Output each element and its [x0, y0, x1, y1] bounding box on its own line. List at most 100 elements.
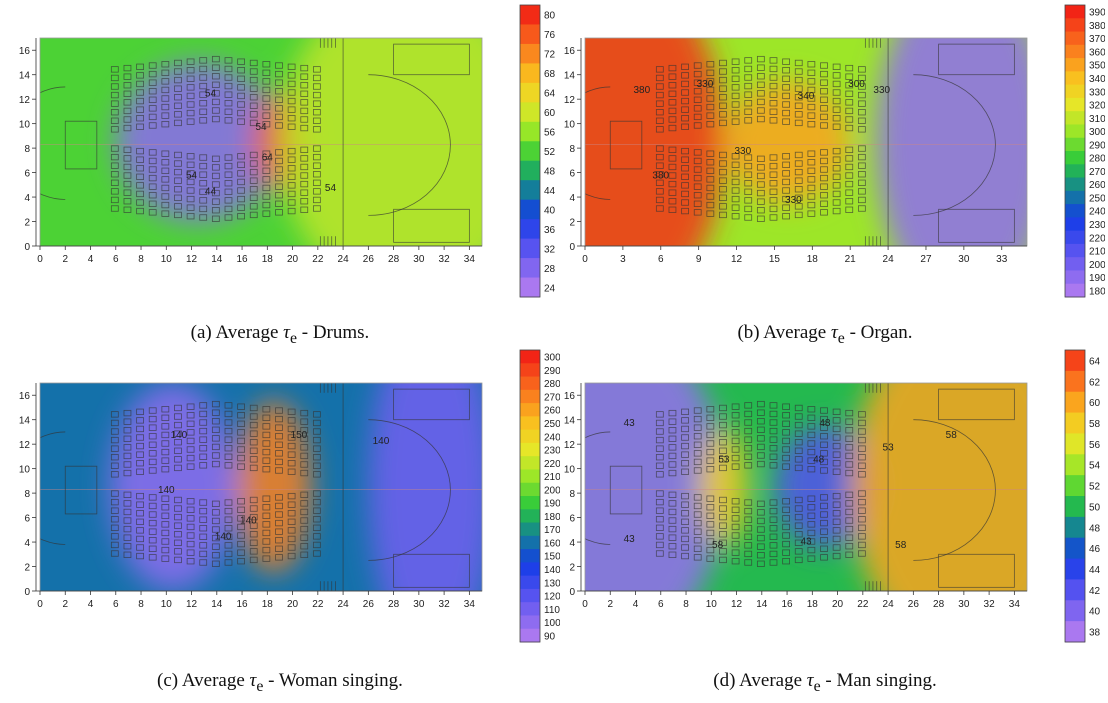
x-tick-label: 8 — [138, 599, 144, 610]
x-tick-label: 16 — [236, 254, 248, 265]
color-scale-label: 40 — [1089, 607, 1101, 618]
x-tick-label: 32 — [439, 254, 451, 265]
y-tick-label: 4 — [569, 538, 575, 549]
color-scale-band — [1065, 243, 1085, 258]
color-scale-label: 62 — [1089, 377, 1101, 388]
contour-label: 330 — [873, 85, 890, 96]
x-tick-label: 28 — [388, 254, 400, 265]
caption-drums: (a) Average τe - Drums. — [190, 322, 370, 347]
x-tick-label: 26 — [908, 599, 920, 610]
x-tick-label: 4 — [633, 599, 639, 610]
color-scale-label: 290 — [1089, 140, 1105, 151]
y-tick-label: 6 — [24, 514, 30, 525]
x-tick-label: 12 — [731, 254, 743, 265]
axes: 0 2 4 6 8 10 12 14 16 18 20 22 24 26 28 30 32 34024681012… — [19, 38, 482, 265]
y-tick-label: 10 — [19, 120, 31, 131]
color-scale-label: 140 — [544, 565, 560, 576]
x-tick-label: 6 — [113, 254, 119, 265]
chart-panel-organ: 380 330 340 300 330 330 380 330 0 3 6 9 12 15 18 21 24 27… — [545, 0, 1106, 310]
contour-label: 58 — [946, 430, 958, 441]
heatmap-region — [585, 38, 724, 246]
contour-label: 300 — [848, 79, 865, 90]
heatmap-region — [875, 38, 1027, 246]
color-scale-band — [520, 180, 540, 201]
contour-label: 48 — [813, 455, 825, 466]
x-tick-label: 30 — [958, 254, 970, 265]
color-scale-band — [520, 141, 540, 162]
color-scale-band — [1065, 475, 1085, 497]
x-tick-label: 12 — [731, 599, 743, 610]
y-tick-label: 8 — [24, 144, 30, 155]
x-tick-label: 24 — [338, 254, 350, 265]
color-scale-band — [520, 535, 540, 550]
heatmap-region — [279, 38, 482, 246]
x-tick-label: 24 — [883, 254, 895, 265]
contour-label: 150 — [291, 430, 308, 441]
floor-plan — [585, 38, 1027, 246]
color-scale-band — [1065, 350, 1085, 372]
contour-label: 380 — [633, 85, 650, 96]
x-tick-label: 20 — [287, 254, 299, 265]
y-tick-label: 16 — [564, 46, 576, 57]
color-scale-band — [520, 102, 540, 123]
x-tick-label: 34 — [464, 599, 476, 610]
y-tick-label: 2 — [569, 563, 575, 574]
color-scale-label: 28 — [544, 264, 556, 275]
x-tick-label: 2 — [62, 254, 68, 265]
color-scale-label: 72 — [544, 50, 556, 61]
contour-label: 54 — [325, 183, 337, 194]
chart-panel-drums: 54 54 64 54 44 54 0 2 4 6 8 10 12 14 16 18 20 22 24 26 28 30 3… — [0, 0, 560, 310]
color-scale-label: 60 — [544, 108, 556, 119]
contour-label: 140 — [215, 532, 232, 543]
color-scale-band — [1065, 204, 1085, 218]
color-scale-label: 240 — [544, 432, 560, 443]
x-tick-label: 16 — [236, 599, 248, 610]
contour-label: 64 — [262, 152, 274, 163]
color-scale-label: 390 — [1089, 8, 1105, 19]
color-scale-band — [1065, 412, 1085, 434]
color-scale-label: 56 — [544, 128, 556, 139]
color-scale-band — [1065, 270, 1085, 285]
x-tick-label: 18 — [807, 254, 819, 265]
y-tick-label: 4 — [569, 193, 575, 204]
axes: 0 2 4 6 8 10 12 14 16 18 20 22 24 26 28 30 32 34024681012… — [19, 383, 482, 610]
heatmap-region — [585, 383, 724, 591]
y-tick-label: 6 — [569, 514, 575, 525]
color-scale-band — [520, 160, 540, 181]
color-scale-band — [520, 199, 540, 220]
color-scale-band — [1065, 111, 1085, 125]
x-tick-label: 33 — [996, 254, 1008, 265]
y-tick-label: 12 — [19, 440, 31, 451]
color-scale-label: 290 — [544, 366, 560, 377]
color-scale: 64 62 60 58 56 54 52 50 48 46 44 42 40 38 — [1064, 349, 1101, 643]
color-scale-label: 64 — [544, 89, 556, 100]
contour-label: 380 — [652, 171, 669, 182]
color-scale-band — [1065, 433, 1085, 455]
color-scale-band — [1065, 44, 1085, 59]
color-scale-band — [1065, 579, 1085, 601]
contour-label: 53 — [718, 455, 730, 466]
color-scale-band — [520, 482, 540, 497]
x-tick-label: 15 — [769, 254, 781, 265]
y-tick-label: 6 — [569, 169, 575, 180]
color-scale-band — [520, 219, 540, 240]
caption-organ: (b) Average τe - Organ. — [737, 322, 913, 347]
x-tick-label: 2 — [62, 599, 68, 610]
x-tick-label: 10 — [161, 599, 173, 610]
color-scale-band — [520, 258, 540, 279]
color-scale-label: 280 — [544, 379, 560, 390]
color-scale-label: 200 — [1089, 260, 1105, 271]
color-scale-label: 60 — [1089, 398, 1101, 409]
color-scale-label: 36 — [544, 225, 556, 236]
x-tick-label: 18 — [262, 254, 274, 265]
contour-label: 140 — [240, 516, 257, 527]
color-scale-band — [1065, 97, 1085, 112]
color-scale-band — [520, 403, 540, 417]
x-tick-label: 22 — [857, 599, 869, 610]
color-scale-band — [1065, 190, 1085, 205]
color-scale-label: 44 — [544, 186, 556, 197]
y-tick-label: 12 — [564, 440, 576, 451]
color-scale-label: 52 — [1089, 482, 1101, 493]
color-scale-band — [1065, 71, 1085, 86]
x-tick-label: 18 — [262, 599, 274, 610]
